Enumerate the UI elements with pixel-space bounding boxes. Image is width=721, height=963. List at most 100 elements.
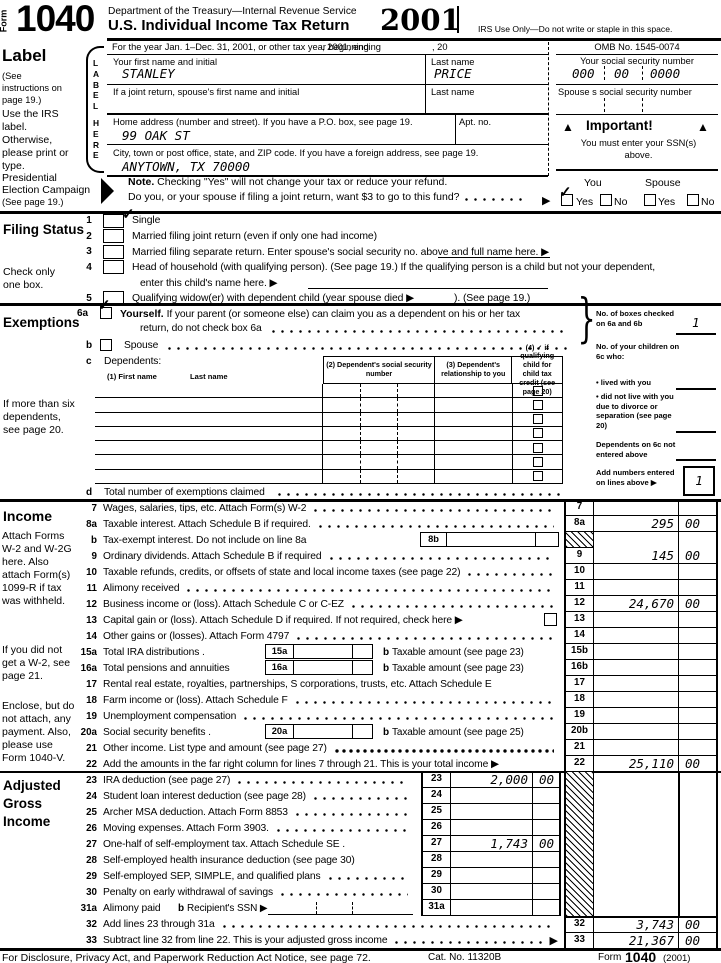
ssn-field-part2[interactable]: 00 [614, 66, 630, 81]
yourself-checkbox[interactable] [100, 307, 112, 319]
dependent-row[interactable] [95, 384, 563, 399]
single-checkbox[interactable] [103, 213, 124, 228]
blank-field[interactable] [676, 431, 716, 433]
amount-cell[interactable] [594, 692, 679, 708]
box-16a[interactable]: 16a [265, 660, 373, 675]
head-household-checkbox[interactable] [103, 260, 124, 275]
married-separate-checkbox[interactable] [103, 244, 124, 259]
cents-cell[interactable]: 00 [679, 596, 716, 612]
dependent-row[interactable] [95, 469, 563, 484]
you-no-checkbox[interactable] [600, 194, 612, 206]
amount-cell[interactable] [594, 580, 679, 596]
spouse-no-checkbox[interactable] [687, 194, 699, 206]
box-16a-amount[interactable] [294, 661, 353, 674]
box-8b[interactable]: 8b [420, 532, 559, 547]
amount-cell[interactable] [451, 820, 533, 836]
ssn-field-part3[interactable]: 0000 [650, 66, 681, 81]
amount-cell[interactable] [594, 724, 679, 740]
schedule-d-checkbox[interactable] [544, 613, 557, 626]
credit-checkbox[interactable] [532, 442, 543, 453]
credit-checkbox[interactable] [532, 414, 543, 425]
amount-cell[interactable] [451, 884, 533, 900]
cents-cell[interactable]: 00 [679, 548, 716, 564]
cents-cell[interactable] [679, 660, 716, 676]
cents-cell[interactable] [679, 724, 716, 740]
cents-cell[interactable] [679, 676, 716, 692]
box-20a-cents[interactable] [353, 725, 372, 738]
spouse-checkbox[interactable] [100, 339, 112, 351]
box-15a[interactable]: 15a [265, 644, 373, 659]
recipient-ssn-field[interactable] [268, 913, 413, 915]
you-yes-checkbox[interactable] [561, 194, 573, 206]
amount-cell[interactable] [594, 708, 679, 724]
cents-cell[interactable] [679, 644, 716, 660]
amount-cell[interactable]: 2,000 [451, 772, 533, 788]
cents-cell[interactable]: 00 [685, 756, 701, 771]
cents-cell[interactable]: 00 [685, 932, 701, 948]
box-20a[interactable]: 20a [265, 724, 373, 739]
cents-cell[interactable] [533, 868, 559, 884]
dotted-entry-line[interactable] [334, 749, 554, 753]
amount-cell[interactable] [594, 660, 679, 676]
amount-cell[interactable] [594, 612, 679, 628]
blank-field[interactable] [308, 288, 548, 290]
cents-cell[interactable] [679, 500, 716, 516]
amount-cell[interactable]: 3,743 [594, 917, 679, 933]
cents-cell[interactable]: 00 [533, 772, 559, 788]
box-16a-cents[interactable] [353, 661, 372, 674]
cents-cell[interactable] [533, 820, 559, 836]
cents-cell[interactable] [533, 804, 559, 820]
amount-cell[interactable]: 24,670 [594, 596, 679, 612]
credit-checkbox[interactable] [532, 385, 543, 396]
city-field[interactable]: ANYTOWN, TX 70000 [122, 159, 250, 174]
cents-cell[interactable] [679, 612, 716, 628]
credit-checkbox[interactable] [532, 428, 543, 439]
credit-checkbox[interactable] [532, 399, 543, 410]
boxes-checked-value[interactable]: 1 [692, 315, 700, 330]
cents-cell[interactable] [679, 564, 716, 580]
credit-checkbox[interactable] [532, 456, 543, 467]
cents-cell[interactable]: 00 [679, 516, 716, 532]
spouse-yes-checkbox[interactable] [644, 194, 656, 206]
cents-cell[interactable] [679, 692, 716, 708]
cents-cell[interactable]: 00 [533, 836, 559, 852]
blank-field[interactable] [676, 459, 716, 461]
amount-cell[interactable] [594, 564, 679, 580]
last-name-field[interactable]: PRICE [434, 66, 472, 81]
amount-cell[interactable] [451, 788, 533, 804]
blank-field[interactable] [676, 388, 716, 390]
amount-cell[interactable] [451, 900, 533, 916]
credit-checkbox[interactable] [532, 471, 543, 482]
cents-cell[interactable] [679, 740, 716, 756]
amount-cell[interactable] [594, 676, 679, 692]
amount-cell[interactable] [451, 804, 533, 820]
first-name-field[interactable]: STANLEY [122, 66, 175, 81]
amount-cell[interactable]: 25,110 [594, 756, 679, 772]
dependent-row[interactable] [95, 426, 563, 442]
cents-cell[interactable] [533, 852, 559, 868]
amount-cell[interactable]: 145 [594, 548, 679, 564]
amount-cell[interactable] [594, 644, 679, 660]
amount-cell[interactable] [594, 740, 679, 756]
box-15a-cents[interactable] [353, 645, 372, 658]
dependent-row[interactable] [95, 398, 563, 413]
amount-cell[interactable]: 21,367 [594, 932, 679, 948]
cents-cell[interactable] [533, 884, 559, 900]
amount-cell[interactable] [594, 500, 679, 516]
home-address-field[interactable]: 99 OAK ST [122, 128, 190, 143]
cents-cell[interactable] [533, 788, 559, 804]
amount-cell[interactable] [451, 868, 533, 884]
blank-field[interactable] [438, 257, 550, 259]
cents-cell[interactable] [679, 580, 716, 596]
amount-cell[interactable]: 1,743 [451, 836, 533, 852]
cents-cell[interactable] [679, 708, 716, 724]
amount-cell[interactable] [594, 628, 679, 644]
cents-cell[interactable]: 00 [679, 917, 716, 933]
dependent-row[interactable] [95, 412, 563, 427]
box-15a-amount[interactable] [294, 645, 353, 658]
amount-cell[interactable] [451, 852, 533, 868]
dependent-row[interactable] [95, 455, 563, 470]
total-exemptions-box[interactable]: 1 [683, 466, 715, 496]
ssn-field-part1[interactable]: 000 [572, 66, 595, 81]
box-8b-amount[interactable] [447, 533, 536, 546]
